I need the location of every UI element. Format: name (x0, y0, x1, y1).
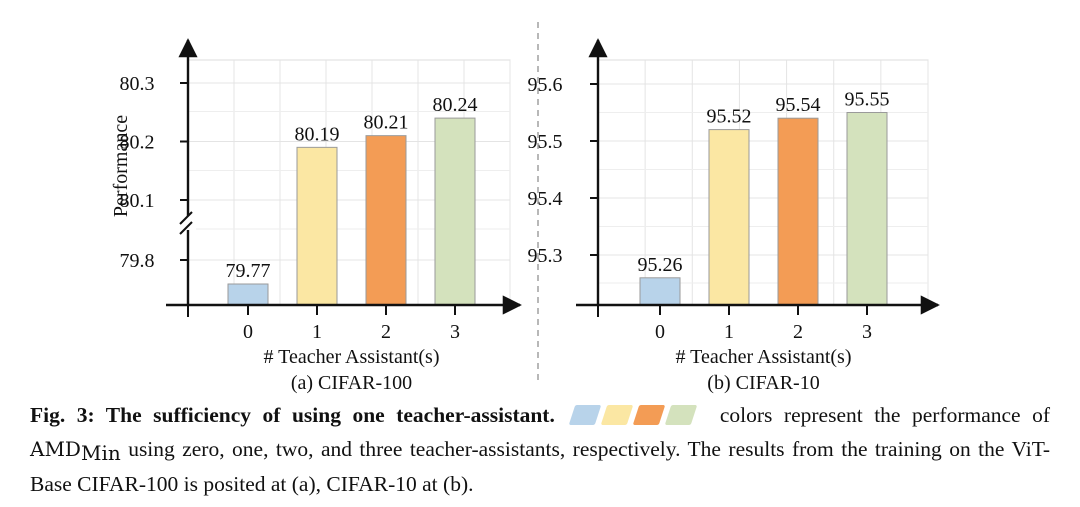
axis-break-mark (179, 221, 193, 235)
swatch-three-ta (665, 405, 698, 425)
y-axis-label: Performance (110, 115, 132, 217)
panel-b-cifar10: 95.3 95.4 95.5 95.6 95.26 0 95.52 1 95.54 2 95.55 3… (528, 38, 940, 394)
bar-1 (296, 146, 338, 306)
color-legend-swatches (569, 403, 700, 434)
axis-break-mark (179, 211, 193, 225)
x-tick-label-3: 3 (862, 321, 872, 343)
value-label-2: 80.21 (364, 112, 409, 134)
bar-2 (777, 117, 819, 306)
bar-3 (434, 117, 476, 306)
panel-label: (a) CIFAR-100 (291, 372, 412, 394)
swatch-two-ta (633, 405, 666, 425)
bar-0 (227, 283, 269, 306)
x-tick-label-2: 2 (793, 321, 803, 343)
caption-label: Fig. 3: (30, 403, 95, 427)
bar-1 (708, 129, 750, 306)
swatch-zero-ta (569, 405, 602, 425)
y-tick-label: 80.2 (120, 132, 155, 154)
bar-3 (846, 112, 888, 306)
y-tick-label: 95.6 (528, 74, 563, 96)
x-axis-label: # Teacher Assistant(s) (676, 346, 852, 368)
panel-label: (b) CIFAR-10 (707, 372, 819, 394)
bar-2 (365, 135, 407, 306)
caption-title: The sufficiency of using one teacher-ass… (105, 403, 555, 427)
y-tick-label: 79.8 (120, 250, 155, 272)
value-label-0: 95.26 (638, 254, 683, 276)
value-label-0: 79.77 (226, 260, 271, 282)
value-label-1: 80.19 (295, 123, 340, 145)
value-label-1: 95.52 (707, 106, 752, 128)
value-label-2: 95.54 (776, 94, 821, 116)
x-tick-label-0: 0 (655, 321, 665, 343)
method-subscript: Min (80, 441, 121, 465)
x-tick-label-3: 3 (450, 321, 460, 343)
x-tick-label-2: 2 (381, 321, 391, 343)
value-label-3: 80.24 (433, 94, 478, 116)
y-tick-label: 80.3 (120, 73, 155, 95)
caption-text-2: using zero, one, two, and three teacher-… (30, 437, 1051, 496)
y-tick-label: 95.4 (528, 188, 563, 210)
figure: 79.8 80.1 80.2 80.3 79.77 0 80.19 1 80.21 2 80.24 3… (110, 22, 940, 394)
x-tick-label-0: 0 (243, 321, 253, 343)
y-tick-label: 95.5 (528, 131, 563, 153)
x-tick-label-1: 1 (724, 321, 734, 343)
panel-a-cifar100: 79.8 80.1 80.2 80.3 79.77 0 80.19 1 80.21 2 80.24 3… (110, 38, 522, 394)
swatch-one-ta (601, 405, 634, 425)
x-tick-label-1: 1 (312, 321, 322, 343)
value-label-3: 95.55 (845, 89, 890, 111)
caption-text-1: colors represent the performance of (719, 403, 1051, 427)
x-axis-label: # Teacher Assistant(s) (264, 346, 440, 368)
figure-caption: Fig. 3: The sufficiency of using one tea… (30, 400, 1050, 500)
y-tick-label: 80.1 (120, 190, 155, 212)
method-name: AMD (30, 437, 81, 461)
bar-0 (639, 277, 681, 306)
y-tick-label: 95.3 (528, 245, 563, 267)
